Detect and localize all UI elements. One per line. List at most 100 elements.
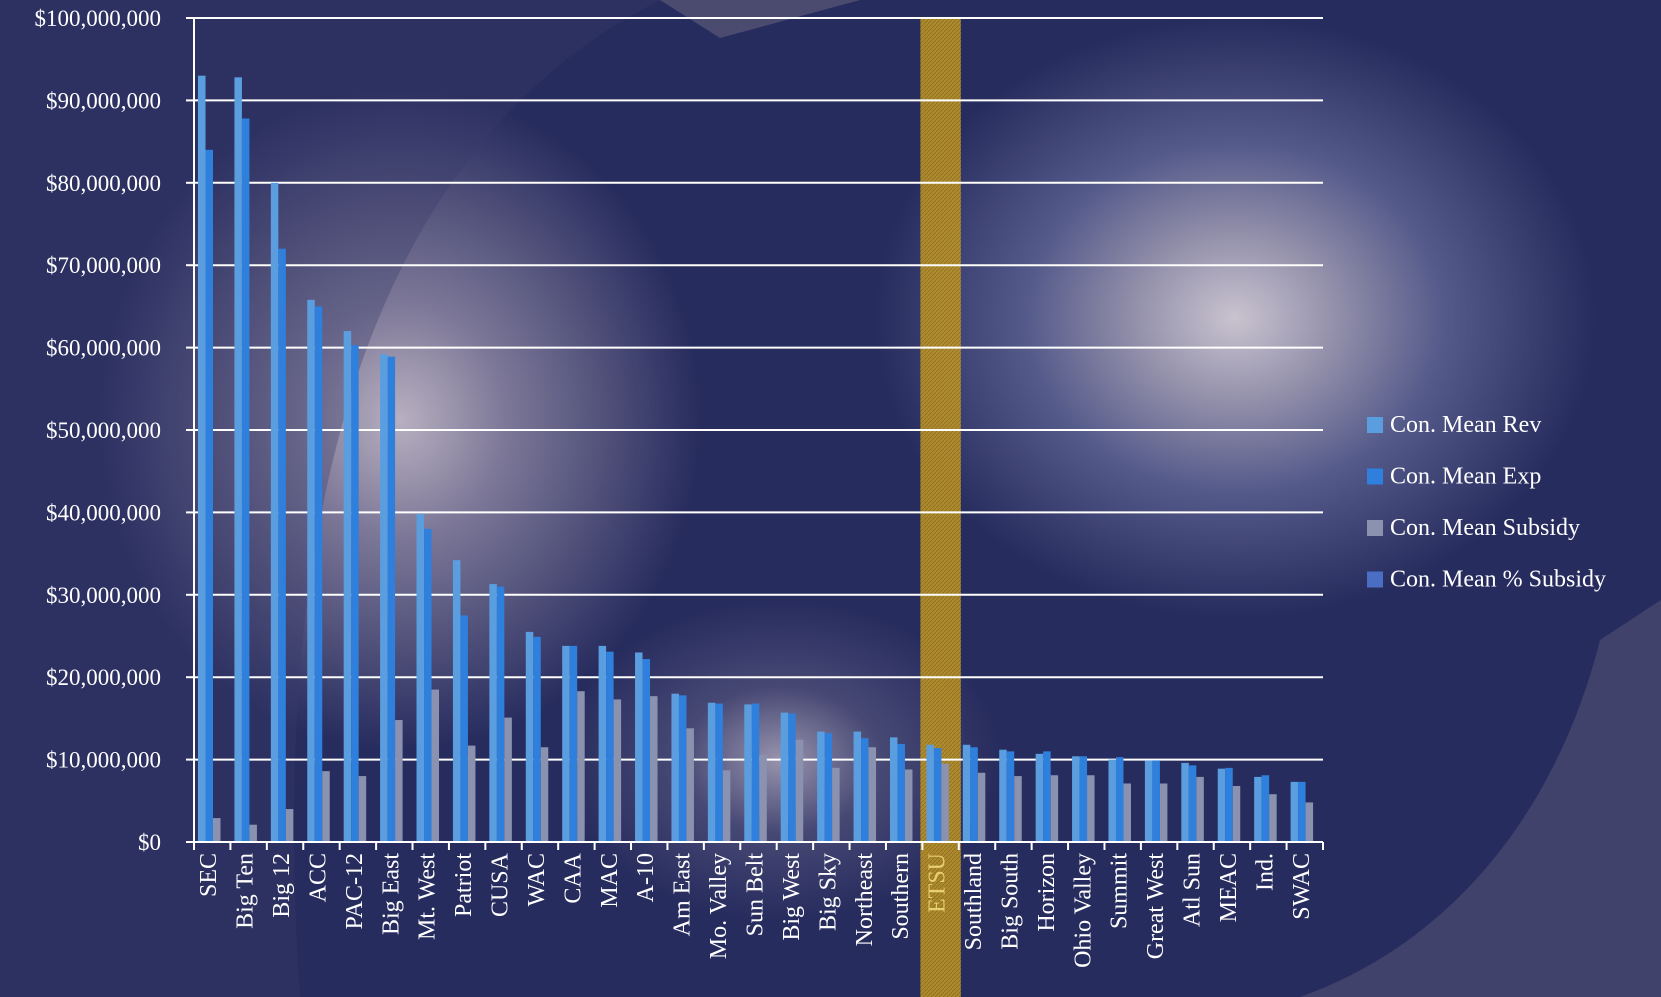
bar-con-mean-rev: [343, 331, 352, 842]
x-tick-label: MAC: [597, 853, 623, 908]
bar-con-mean-exp: [1006, 751, 1015, 842]
bar-con-mean-rev: [671, 693, 679, 842]
y-tick-label: $50,000,000: [46, 418, 161, 443]
x-tick-label: CUSA: [488, 852, 514, 917]
y-tick-label: $60,000,000: [46, 336, 161, 361]
x-tick-label: A-10: [633, 853, 659, 902]
legend-swatch: [1367, 520, 1383, 536]
bar-con-mean-subsidy: [504, 717, 512, 842]
bar-con-mean-exp: [970, 747, 978, 842]
bar-con-mean-exp: [496, 586, 505, 842]
bar-con-mean-subsidy: [941, 763, 949, 842]
legend-label: Con. Mean Subsidy: [1390, 515, 1580, 541]
x-tick-label: Southland: [961, 853, 987, 950]
bar-con-mean-rev: [1290, 781, 1299, 842]
bar-con-mean-exp: [642, 659, 651, 842]
bar-con-mean-exp: [424, 528, 432, 842]
bar-con-mean-exp: [351, 345, 359, 842]
legend-swatch: [1367, 417, 1383, 433]
y-tick-label: $0: [138, 830, 161, 855]
bar-con-mean-subsidy: [1305, 802, 1314, 842]
bar-con-mean-exp: [861, 738, 869, 842]
bar-con-mean-exp: [1188, 765, 1197, 842]
bar-con-mean-subsidy: [322, 771, 330, 842]
y-tick-label: $10,000,000: [46, 748, 161, 773]
legend-label: Con. Mean Exp: [1390, 464, 1541, 490]
bar-con-mean-rev: [817, 731, 825, 842]
bar-con-mean-exp: [533, 636, 541, 842]
bar-con-mean-exp: [751, 703, 760, 842]
bar-con-mean-rev: [1144, 760, 1153, 842]
x-tick-label: PAC-12: [342, 853, 368, 929]
bar-con-mean-exp: [569, 645, 578, 842]
bar-con-mean-rev: [525, 631, 534, 842]
bar-con-mean-rev: [1108, 759, 1116, 842]
bar-con-mean-rev: [1217, 768, 1226, 842]
legend-label: Con. Mean % Subsidy: [1390, 567, 1606, 593]
bar-con-mean-exp: [460, 615, 468, 842]
x-tick-label: Big East: [378, 853, 404, 935]
x-tick-label: Am East: [670, 853, 696, 937]
y-tick-label: $90,000,000: [46, 88, 161, 113]
bar-con-mean-rev: [380, 354, 388, 842]
bar-con-mean-rev: [562, 645, 570, 842]
bar-con-mean-rev: [598, 645, 607, 842]
bar-con-mean-exp: [1298, 781, 1306, 842]
bar-con-mean-subsidy: [613, 699, 622, 842]
x-tick-label: Big South: [997, 853, 1023, 950]
bar-con-mean-subsidy: [1232, 785, 1241, 842]
bar-con-mean-subsidy: [1159, 783, 1168, 842]
bar-con-mean-rev: [926, 744, 934, 842]
bar-con-mean-rev: [889, 737, 898, 842]
x-tick-label: Horizon: [1034, 853, 1060, 932]
bar-con-mean-exp: [1261, 775, 1270, 842]
bar-con-mean-rev: [635, 652, 643, 842]
x-tick-label: Sun Belt: [743, 853, 769, 937]
bar-con-mean-exp: [606, 651, 614, 842]
bar-con-mean-rev: [307, 299, 315, 843]
bar-con-mean-rev: [489, 584, 497, 842]
background-swoosh-left: [0, 0, 660, 997]
bar-con-mean-exp: [788, 713, 796, 842]
bar-con-mean-exp: [387, 356, 396, 842]
x-tick-label: Northeast: [852, 853, 878, 947]
bar-con-mean-subsidy: [431, 689, 440, 842]
legend-label: Con. Mean Rev: [1390, 412, 1541, 438]
bar-con-mean-rev: [853, 731, 862, 842]
x-tick-label: Big Sky: [815, 853, 841, 931]
bar-con-mean-subsidy: [722, 770, 731, 842]
x-tick-label: Southern: [888, 853, 914, 940]
bar-con-mean-subsidy: [977, 772, 986, 842]
bar-con-mean-subsidy: [904, 769, 913, 842]
bar-con-mean-exp: [1043, 751, 1051, 842]
bar-con-mean-rev: [452, 560, 461, 842]
bar-con-mean-subsidy: [832, 767, 840, 842]
bar-con-mean-rev: [416, 514, 425, 842]
x-tick-label: Summit: [1107, 853, 1133, 929]
bar-con-mean-rev: [999, 749, 1007, 842]
bar-con-mean-subsidy: [213, 818, 221, 842]
bar-con-mean-subsidy: [1123, 783, 1131, 842]
bar-con-mean-subsidy: [395, 720, 403, 842]
x-tick-label: Great West: [1143, 853, 1169, 960]
bar-con-mean-exp: [933, 748, 942, 842]
y-tick-label: $100,000,000: [35, 6, 162, 31]
bar-con-mean-subsidy: [1050, 775, 1059, 842]
x-tick-label: MEAC: [1216, 853, 1242, 922]
x-tick-label: ACC: [305, 853, 331, 902]
bar-con-mean-rev: [707, 702, 716, 842]
bar-con-mean-rev: [1181, 762, 1189, 842]
bar-con-mean-subsidy: [249, 824, 257, 842]
x-tick-label: Big West: [779, 853, 805, 941]
bar-con-mean-exp: [278, 248, 286, 843]
bar-con-mean-exp: [897, 743, 905, 842]
bar-con-mean-exp: [205, 149, 213, 843]
bar-con-mean-subsidy: [795, 739, 804, 842]
bar-con-mean-exp: [824, 733, 833, 842]
background-swoosh-bottom-right: [1300, 600, 1661, 997]
bar-con-mean-rev: [1072, 756, 1080, 842]
bar-con-mean-exp: [678, 695, 687, 842]
x-tick-label: Mo. Valley: [706, 853, 732, 959]
